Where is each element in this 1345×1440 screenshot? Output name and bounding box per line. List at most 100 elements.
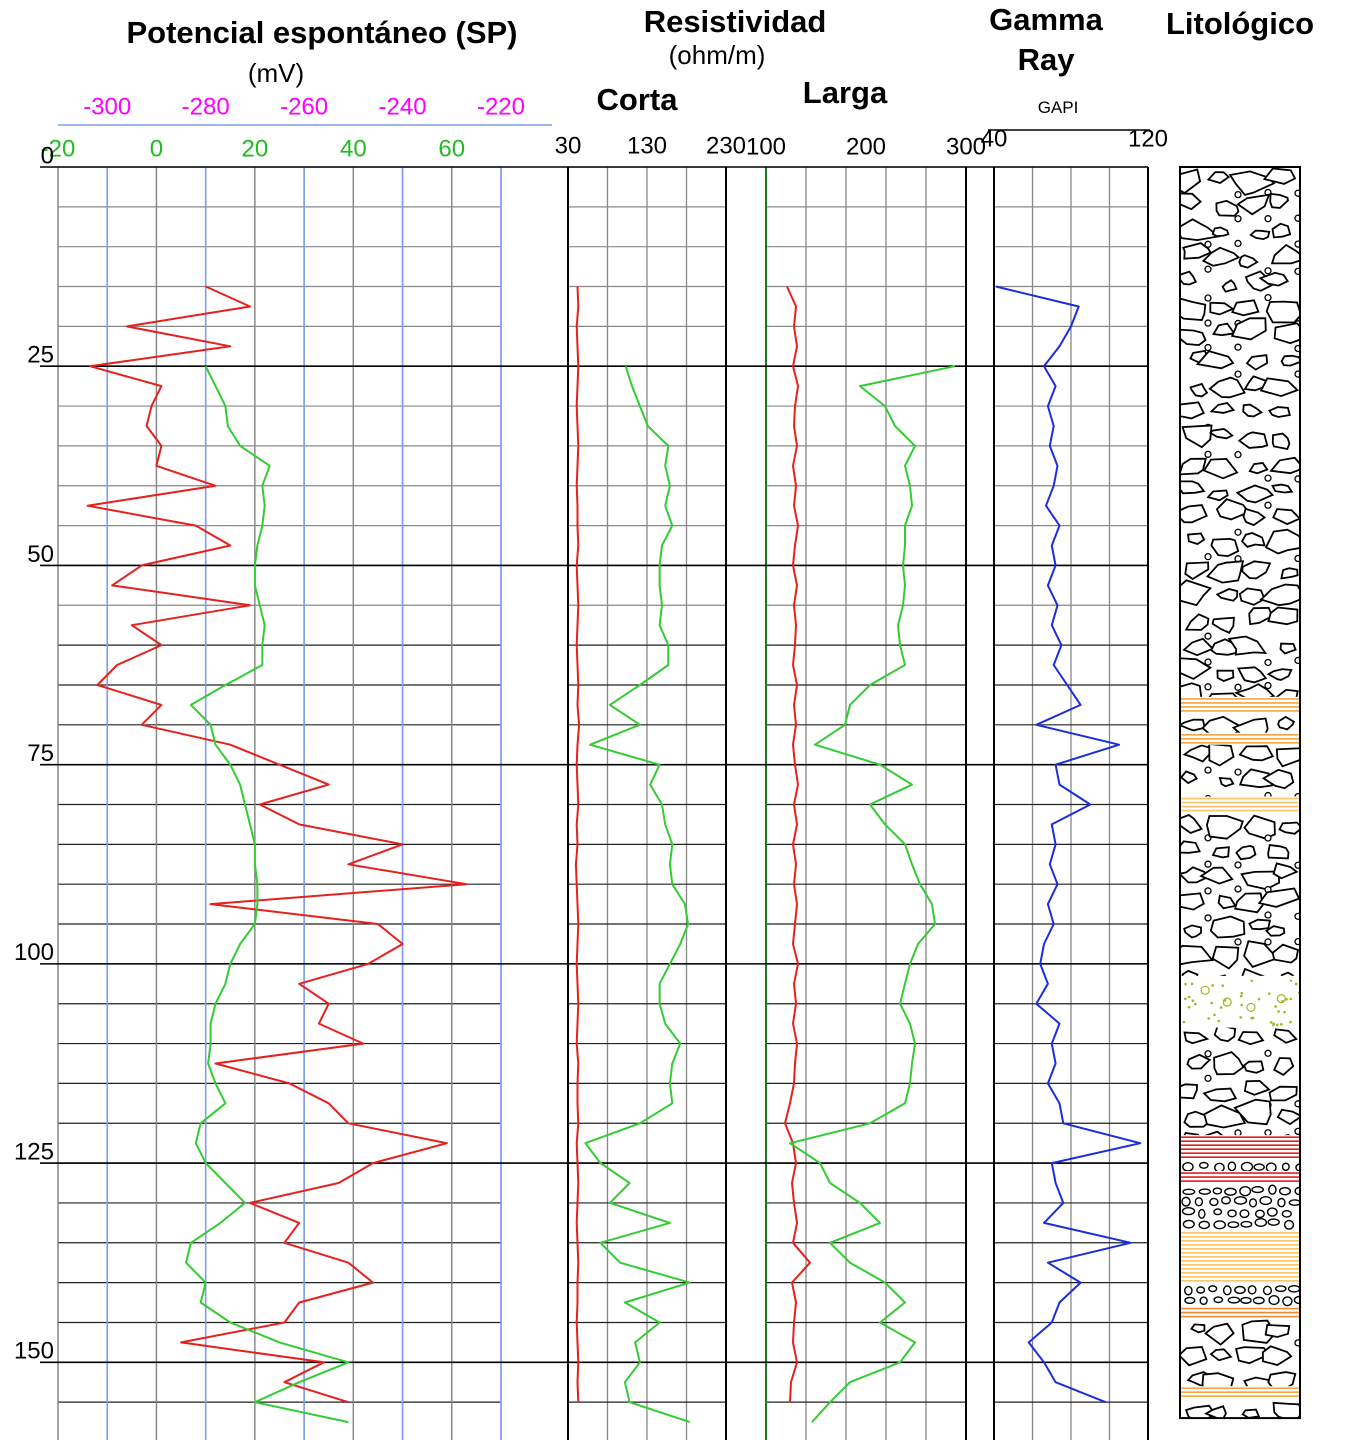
litho-clast xyxy=(1268,406,1291,418)
litho-clast xyxy=(1212,322,1236,337)
litho-clast xyxy=(1265,300,1300,324)
litho-dot xyxy=(1280,1023,1283,1026)
litho-clast xyxy=(1195,350,1235,370)
litho-interval xyxy=(1180,696,1300,713)
litho-interval xyxy=(1180,1135,1300,1160)
litho-dot xyxy=(1289,979,1293,982)
x-tick-label: -300 xyxy=(83,93,131,120)
litho-clast xyxy=(1243,940,1279,968)
litho-dot xyxy=(1210,1001,1214,1005)
litho-pattern xyxy=(1180,796,1300,813)
litho-grain xyxy=(1264,938,1272,946)
litho-pattern xyxy=(1180,1318,1300,1387)
litho-pattern xyxy=(1180,1183,1300,1231)
litho-clast xyxy=(1238,745,1274,762)
litho-clast xyxy=(1273,1057,1295,1077)
litho-clast xyxy=(1209,301,1235,316)
litho-clast xyxy=(1238,254,1259,269)
litho-pebble xyxy=(1227,1209,1237,1218)
litho-clast xyxy=(1204,1322,1235,1346)
litho-clast xyxy=(1180,892,1205,911)
litho-pebble xyxy=(1222,1285,1232,1296)
litho-grain xyxy=(1294,861,1300,869)
litho-clast xyxy=(1180,682,1203,697)
log-curve xyxy=(995,285,1142,1404)
litho-clast xyxy=(1280,971,1295,976)
litho-clast xyxy=(1259,377,1300,398)
litho-grain xyxy=(1234,215,1242,223)
x-tick-label: 40 xyxy=(981,125,1008,152)
litho-clast xyxy=(1242,507,1267,527)
litho-dot xyxy=(1277,1010,1280,1013)
litho-clast xyxy=(1221,279,1238,293)
litho-pebble xyxy=(1266,1207,1278,1217)
litho-dot xyxy=(1190,982,1194,986)
litho-grain xyxy=(1264,1129,1272,1136)
litho-dot xyxy=(1274,1005,1277,1008)
litho-pebble xyxy=(1240,1161,1254,1172)
litho-clast xyxy=(1180,840,1201,854)
litho-clast xyxy=(1271,483,1294,494)
litho-clast xyxy=(1270,243,1300,265)
litho-dot xyxy=(1283,1010,1286,1014)
litho-pattern xyxy=(1180,979,1300,1028)
litho-pebble xyxy=(1248,1198,1258,1208)
litho-clast xyxy=(1231,299,1260,317)
litho-grain xyxy=(1234,239,1242,248)
litho-grain xyxy=(1294,475,1300,483)
litho-grain xyxy=(1264,267,1272,275)
litho-pebble xyxy=(1181,1207,1196,1216)
litho-clast xyxy=(1209,402,1236,414)
log-curve xyxy=(784,286,811,1403)
litho-clast xyxy=(1234,892,1264,914)
log-curve xyxy=(789,365,956,1423)
litho-clast xyxy=(1231,717,1269,733)
litho-clast xyxy=(1201,246,1241,267)
litho-pattern xyxy=(1180,812,1300,976)
litho-grain xyxy=(1234,885,1242,893)
litho-title: Litológico xyxy=(1165,6,1315,41)
litho-pattern xyxy=(1180,712,1300,733)
litho-dot xyxy=(1257,997,1261,1001)
litho-pebble xyxy=(1198,1220,1210,1230)
litho-grain xyxy=(1205,1422,1211,1428)
litho-clast xyxy=(1271,222,1292,239)
litho-dot xyxy=(1267,992,1271,995)
litho-clast xyxy=(1213,1051,1245,1076)
litho-grain xyxy=(1204,683,1212,691)
litho-clast xyxy=(1208,376,1246,399)
litho-grain xyxy=(1204,914,1212,922)
y-tick-label: 150 xyxy=(14,1338,54,1365)
litho-grain xyxy=(1294,1100,1300,1108)
y-tick-label: 100 xyxy=(14,939,54,966)
litho-pebble xyxy=(1182,1188,1196,1196)
y-tick-label: 125 xyxy=(14,1138,54,1165)
litho-dot xyxy=(1275,1023,1279,1027)
litho-clast xyxy=(1211,945,1240,970)
litho-clast xyxy=(1248,918,1271,931)
litho-grain xyxy=(1294,1339,1300,1347)
x-tick-label: 120 xyxy=(1128,125,1168,152)
litho-grain xyxy=(1204,860,1212,868)
litho-clast xyxy=(1278,821,1300,835)
litho-pebble xyxy=(1252,1296,1265,1305)
litho-dot xyxy=(1272,1022,1275,1025)
litho-dot xyxy=(1194,1002,1197,1006)
litho-clast xyxy=(1276,1108,1300,1126)
litho-pebble xyxy=(1181,1196,1191,1207)
litho-pebble xyxy=(1268,1184,1277,1195)
litho-dot xyxy=(1251,1016,1255,1020)
litho-grain xyxy=(1264,791,1272,797)
litho-pebble xyxy=(1198,1188,1212,1195)
litho-dot xyxy=(1184,982,1187,986)
litho-dot xyxy=(1250,979,1254,982)
litho-pebble xyxy=(1199,1296,1208,1306)
grid xyxy=(40,124,1150,1440)
litho-dot xyxy=(1269,1021,1273,1024)
litho-grain xyxy=(1294,792,1300,797)
litho-clast xyxy=(1206,489,1229,502)
litho-clast xyxy=(1238,768,1274,789)
litho-pebble xyxy=(1247,1285,1257,1295)
litho-clast xyxy=(1180,401,1205,420)
